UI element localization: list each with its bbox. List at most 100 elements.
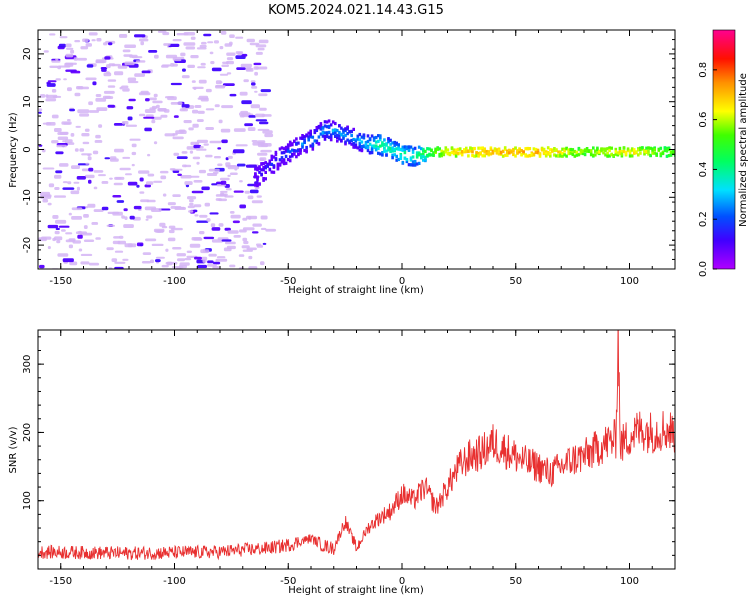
heatmap-noise-cell: [141, 261, 151, 264]
heatmap-ridge-cell: [364, 140, 368, 145]
heatmap-noise-cell: [256, 195, 262, 198]
heatmap-ridge-cell: [372, 138, 376, 142]
heatmap-noise-cell: [65, 53, 74, 58]
heatmap-noise-cell: [189, 199, 194, 203]
heatmap-ridge-cell: [325, 134, 329, 138]
heatmap-ridge-cell: [336, 135, 339, 139]
heatmap-ridge-cell: [608, 146, 611, 150]
heatmap-noise-cell: [51, 89, 57, 93]
heatmap-noise-cell: [155, 256, 165, 259]
heatmap-noise-cell: [233, 235, 241, 238]
heatmap-ridge-cell: [598, 150, 601, 154]
x-tick-label: -100: [163, 276, 186, 287]
heatmap-ridge-cell: [446, 152, 450, 156]
heatmap-ridge-cell: [577, 146, 581, 151]
heatmap-ridge-cell: [440, 154, 443, 158]
heatmap-ridge-cell: [331, 120, 335, 124]
heatmap-noise-cell: [103, 90, 115, 94]
heatmap-ridge-cell: [512, 147, 515, 152]
heatmap-ridge-cell: [536, 150, 540, 154]
heatmap-noise-cell: [87, 156, 92, 161]
heatmap-noise-cell: [151, 119, 156, 124]
heatmap-noise-cell: [233, 149, 245, 154]
heatmap-ridge-cell: [344, 128, 347, 133]
heatmap-ridge-cell: [620, 149, 624, 153]
x-tick-label: 50: [509, 576, 522, 587]
heatmap-noise-cell: [170, 206, 182, 209]
heatmap-noise-cell: [219, 177, 230, 181]
heatmap-ridge-cell: [610, 146, 613, 150]
heatmap-ridge-cell: [438, 147, 441, 151]
heatmap-ridge-cell: [327, 119, 331, 123]
heatmap-noise-cell: [193, 204, 202, 208]
heatmap-ridge-cell: [317, 124, 321, 129]
heatmap-cells: [38, 30, 675, 269]
heatmap-ridge-cell: [653, 148, 656, 152]
heatmap-ridge-cell: [303, 138, 306, 142]
heatmap-noise-cell: [200, 256, 208, 261]
heatmap-ridge-cell: [596, 148, 599, 152]
heatmap-noise-cell: [220, 180, 227, 185]
heatmap-ridge-cell: [305, 134, 308, 138]
heatmap-noise-cell: [249, 189, 259, 194]
heatmap-noise-cell: [112, 195, 122, 198]
heatmap-ridge-cell: [325, 120, 329, 124]
heatmap-noise-cell: [68, 212, 72, 216]
heatmap-noise-cell: [54, 174, 62, 179]
heatmap-noise-cell: [138, 170, 150, 174]
heatmap-noise-cell: [111, 258, 118, 262]
heatmap-noise-cell: [114, 261, 126, 264]
heatmap-ridge-cell: [340, 126, 343, 130]
heatmap-noise-cell: [91, 222, 99, 225]
heatmap-noise-cell: [168, 43, 180, 47]
heatmap-ridge-cell: [604, 149, 607, 153]
heatmap-noise-cell: [73, 57, 79, 61]
heatmap-noise-cell: [253, 62, 262, 66]
heatmap-ridge-cell: [583, 148, 587, 152]
heatmap-ridge-cell: [383, 138, 386, 142]
heatmap-ridge-cell: [481, 149, 484, 153]
heatmap-ridge-cell: [346, 132, 349, 136]
heatmap-ridge-cell: [610, 153, 613, 157]
heatmap-noise-cell: [46, 82, 51, 84]
heatmap-noise-cell: [141, 70, 151, 74]
heatmap-noise-cell: [115, 177, 122, 180]
colorbar-tick-label: 0.4: [698, 161, 709, 177]
heatmap-ridge-cell: [272, 155, 276, 159]
heatmap-ridge-cell: [315, 126, 319, 130]
heatmap-noise-cell: [71, 216, 82, 220]
heatmap-ridge-cell: [585, 149, 589, 153]
heatmap-noise-cell: [225, 188, 232, 191]
heatmap-noise-cell: [250, 80, 256, 83]
heatmap-ridge-cell: [630, 147, 634, 151]
heatmap-ridge-cell: [659, 154, 663, 158]
heatmap-ridge-cell: [422, 149, 425, 153]
heatmap-ridge-cell: [334, 128, 337, 132]
heatmap-noise-cell: [181, 206, 185, 209]
heatmap-noise-cell: [67, 181, 72, 185]
heatmap-ridge-cell: [651, 149, 654, 153]
heatmap-ridge-cell: [264, 170, 267, 174]
heatmap-ridge-cell: [370, 134, 374, 138]
heatmap-ridge-cell: [555, 148, 558, 152]
heatmap-noise-cell: [255, 113, 265, 118]
heatmap-ridge-cell: [403, 145, 407, 149]
heatmap-ridge-cell: [377, 151, 380, 155]
heatmap-ridge-cell: [506, 151, 509, 155]
heatmap-noise-cell: [190, 36, 196, 40]
heatmap-ridge-cell: [291, 148, 294, 152]
heatmap-ridge-cell: [331, 129, 335, 133]
heatmap-ridge-cell: [350, 142, 353, 146]
heatmap-ridge-cell: [254, 174, 257, 178]
heatmap-ridge-cell: [401, 148, 405, 152]
heatmap-ridge-cell: [254, 183, 257, 187]
colorbar-gradient: [712, 29, 736, 270]
heatmap-noise-cell: [123, 208, 128, 212]
heatmap-noise-cell: [145, 238, 157, 242]
heatmap-ridge-cell: [264, 177, 267, 181]
heatmap-ridge-cell: [387, 146, 390, 150]
heatmap-noise-cell: [81, 133, 90, 137]
heatmap-noise-cell: [119, 34, 128, 38]
heatmap-noise-cell: [92, 81, 97, 86]
